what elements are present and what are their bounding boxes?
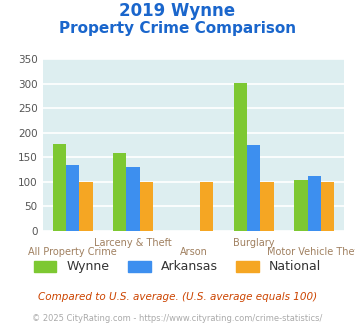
Bar	[200, 182, 213, 231]
Text: Property Crime Comparison: Property Crime Comparison	[59, 21, 296, 36]
Text: © 2025 CityRating.com - https://www.cityrating.com/crime-statistics/: © 2025 CityRating.com - https://www.city…	[32, 314, 323, 323]
Text: Motor Vehicle Theft: Motor Vehicle Theft	[267, 247, 355, 257]
Legend: Wynne, Arkansas, National: Wynne, Arkansas, National	[29, 255, 326, 279]
Text: Burglary: Burglary	[233, 238, 274, 248]
Bar	[321, 182, 334, 231]
Bar	[261, 182, 274, 231]
Bar	[53, 144, 66, 231]
Text: Larceny & Theft: Larceny & Theft	[94, 238, 172, 248]
Bar	[247, 145, 261, 231]
Bar	[307, 176, 321, 231]
Bar	[126, 167, 140, 231]
Bar	[80, 182, 93, 231]
Text: Arson: Arson	[180, 247, 207, 257]
Text: 2019 Wynne: 2019 Wynne	[119, 2, 236, 20]
Text: Compared to U.S. average. (U.S. average equals 100): Compared to U.S. average. (U.S. average …	[38, 292, 317, 302]
Text: All Property Crime: All Property Crime	[28, 247, 117, 257]
Bar	[140, 182, 153, 231]
Bar	[234, 83, 247, 231]
Bar	[66, 165, 80, 231]
Bar	[113, 152, 126, 231]
Bar	[294, 180, 307, 231]
